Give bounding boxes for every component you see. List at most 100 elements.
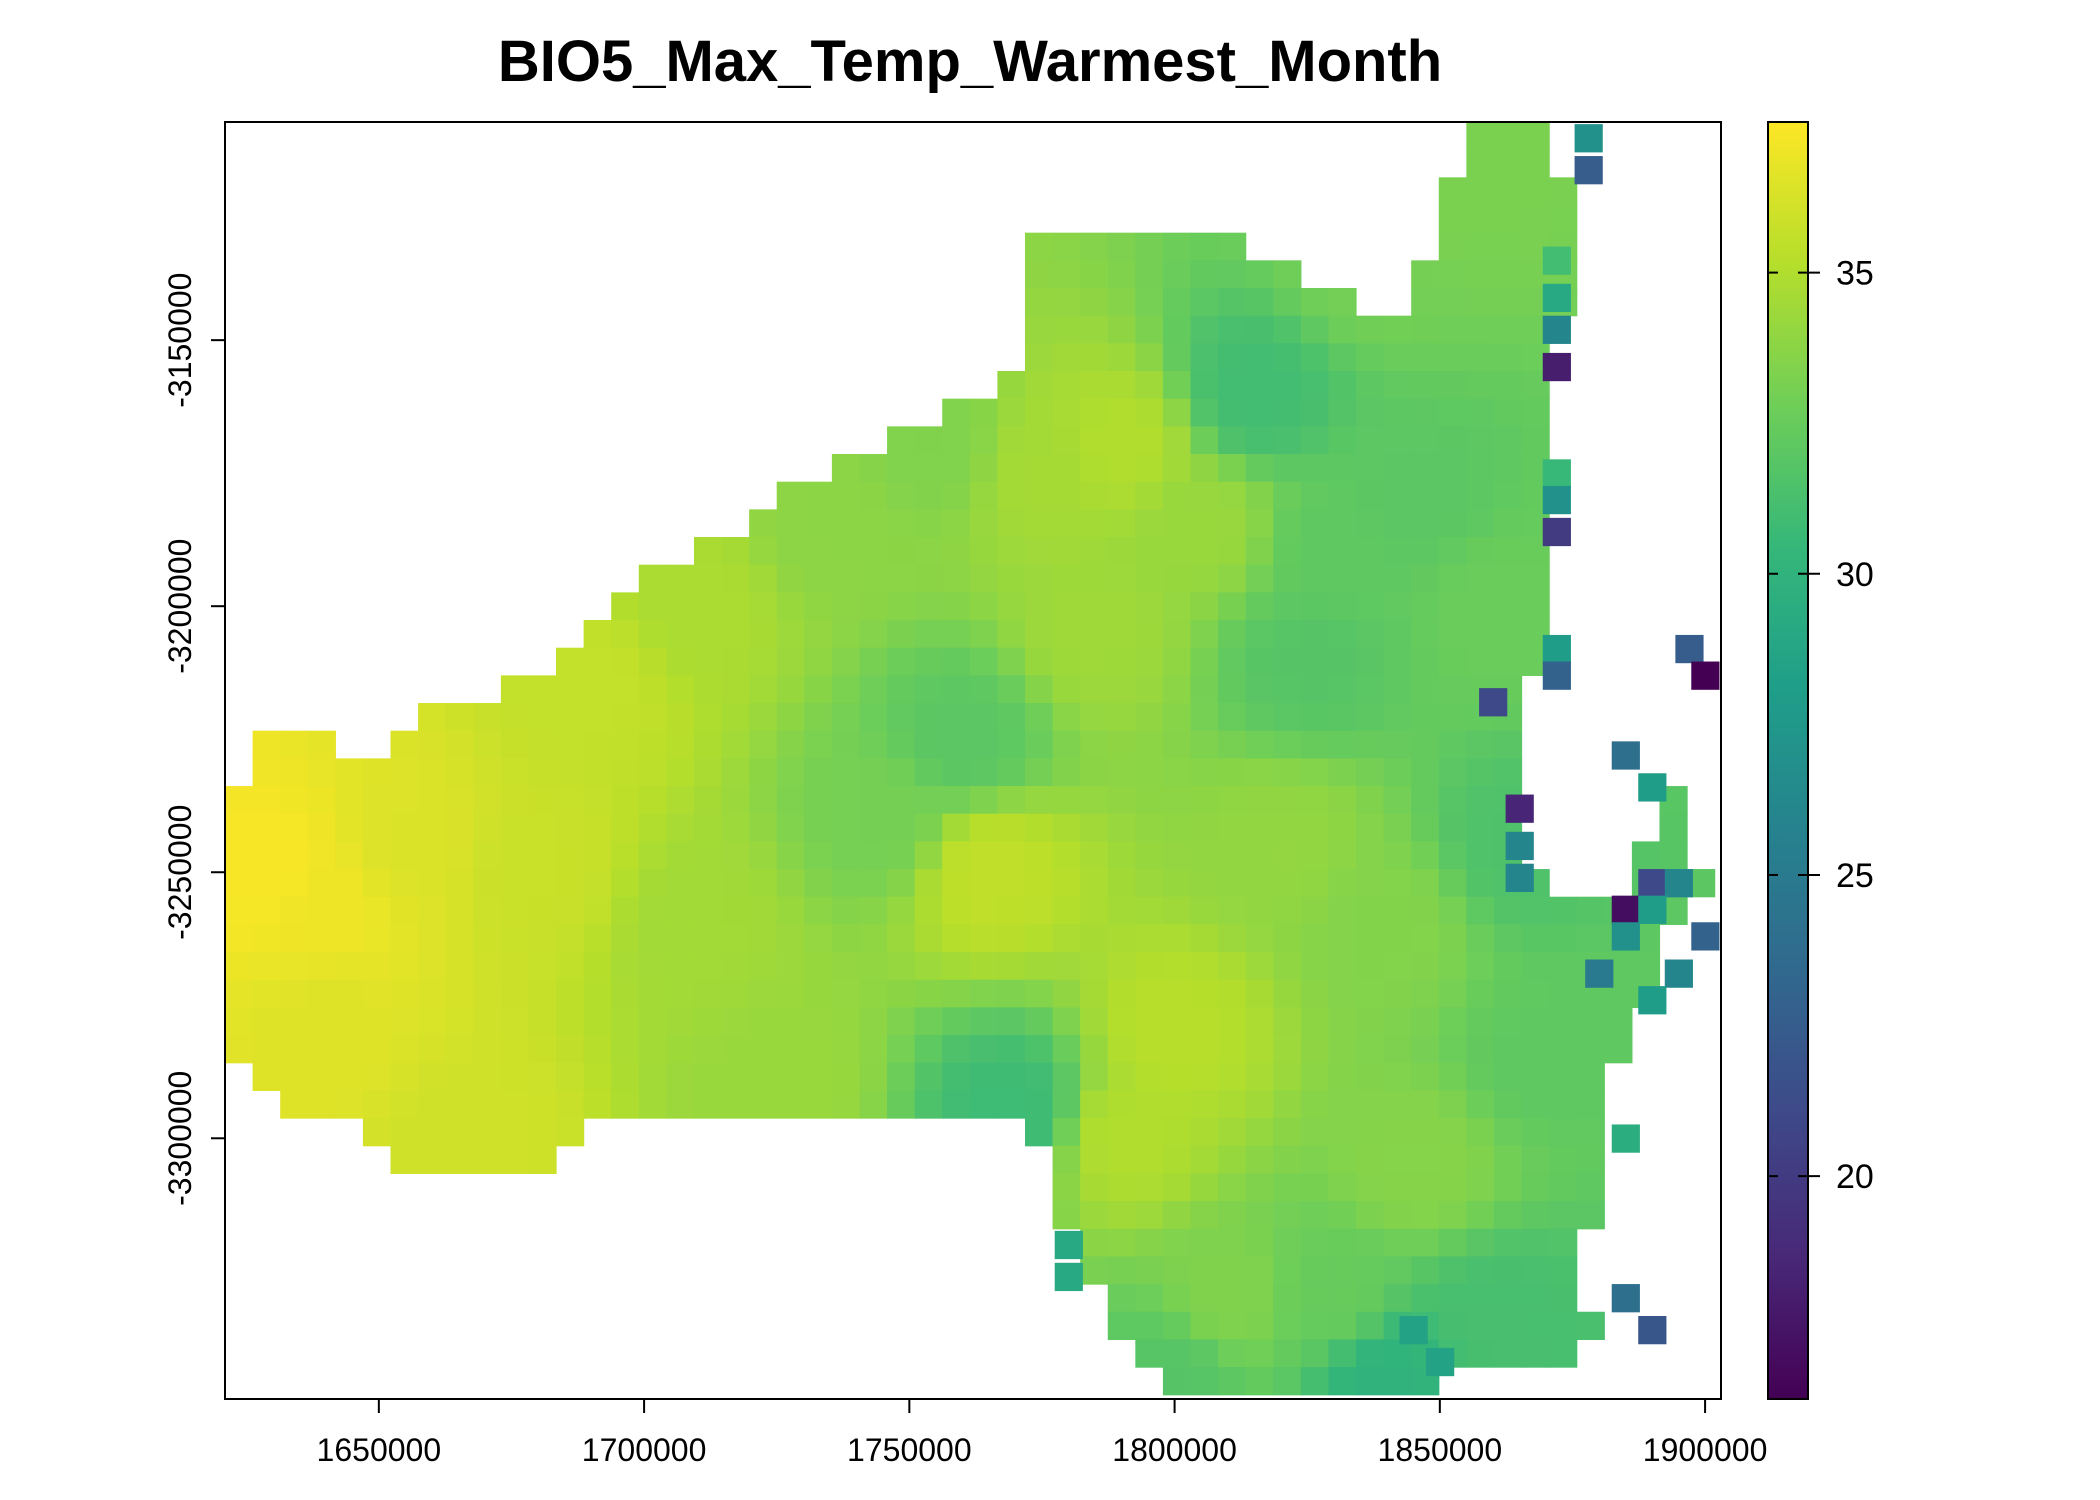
- raster-cell: [1383, 841, 1412, 870]
- raster-cell-outlier: [1542, 634, 1571, 664]
- raster-cell: [1383, 315, 1412, 344]
- colorbar-gradient: [1767, 121, 1809, 1400]
- raster-cell: [1162, 1367, 1192, 1396]
- raster-cell: [859, 564, 888, 593]
- raster-cell: [500, 1035, 530, 1064]
- raster-cell: [887, 509, 916, 538]
- raster-cell: [776, 869, 805, 898]
- raster-cell: [804, 758, 833, 787]
- raster-cell: [1052, 343, 1081, 372]
- raster-cell: [804, 979, 833, 1008]
- raster-cell: [1162, 730, 1192, 759]
- raster-cell: [1218, 786, 1247, 815]
- raster-cell: [1052, 1118, 1081, 1147]
- raster-cell: [997, 869, 1026, 898]
- raster-cells: [225, 122, 1720, 1396]
- raster-cell: [1024, 426, 1054, 455]
- raster-cell: [307, 1035, 336, 1064]
- raster-cell: [1328, 952, 1357, 981]
- raster-cell: [1218, 1367, 1247, 1396]
- raster-cell: [804, 841, 833, 870]
- raster-cell: [1135, 398, 1164, 427]
- raster-cell: [473, 1145, 502, 1174]
- raster-cell: [638, 564, 667, 593]
- raster-cell: [914, 758, 943, 787]
- raster-cell: [1052, 979, 1081, 1008]
- raster-cell: [1080, 1201, 1109, 1230]
- raster-cell: [721, 675, 750, 704]
- raster-cell: [556, 1007, 585, 1036]
- raster-cell: [418, 896, 447, 925]
- raster-cell: [1273, 1367, 1302, 1396]
- raster-cell-outlier: [1585, 959, 1614, 988]
- raster-cell: [1024, 592, 1054, 621]
- raster-cell: [1300, 509, 1330, 538]
- raster-cell: [1383, 371, 1412, 400]
- raster-cell: [1383, 979, 1412, 1008]
- raster-cell: [280, 952, 309, 981]
- raster-cell: [556, 952, 585, 981]
- raster-cell: [1356, 841, 1385, 870]
- raster-cell: [1466, 730, 1495, 759]
- raster-cell: [1135, 454, 1164, 483]
- raster-cell: [776, 786, 805, 815]
- raster-cell: [804, 730, 833, 759]
- raster-cell: [1273, 564, 1302, 593]
- raster-cell: [804, 1035, 833, 1064]
- raster-cell: [638, 841, 667, 870]
- raster-cell: [1466, 481, 1495, 510]
- raster-cell: [1383, 426, 1412, 455]
- raster-cell: [1024, 841, 1054, 870]
- raster-cell: [997, 1090, 1026, 1119]
- raster-cell: [859, 647, 888, 676]
- raster-cell: [1080, 1173, 1109, 1202]
- raster-cell: [1245, 1256, 1274, 1285]
- raster-cell: [1466, 620, 1495, 649]
- raster-cell: [859, 454, 888, 483]
- raster-cell: [1549, 177, 1578, 206]
- raster-cell: [1300, 924, 1330, 953]
- raster-cell: [1356, 426, 1385, 455]
- raster-cell: [307, 813, 336, 842]
- raster-cell: [556, 1035, 585, 1064]
- raster-cell: [1356, 620, 1385, 649]
- raster-cell: [1438, 1145, 1467, 1174]
- raster-cell: [942, 620, 971, 649]
- raster-cell: [887, 813, 916, 842]
- raster-cell: [1218, 952, 1247, 981]
- raster-cell: [280, 1062, 309, 1091]
- raster-cell: [500, 813, 530, 842]
- raster-cell: [1356, 371, 1385, 400]
- raster-cell: [1549, 1256, 1578, 1285]
- raster-cell: [969, 481, 999, 510]
- raster-cell: [1107, 1311, 1136, 1341]
- raster-cell: [831, 481, 861, 510]
- raster-cell: [1300, 1145, 1330, 1174]
- raster-cell: [776, 1062, 805, 1091]
- raster-cell: [859, 1035, 888, 1064]
- raster-cell: [914, 1007, 943, 1036]
- raster-cell: [1080, 1145, 1109, 1174]
- raster-cell: [335, 924, 364, 953]
- raster-cell: [1576, 896, 1605, 925]
- raster-cell: [1162, 288, 1192, 317]
- raster-cell: [1438, 288, 1467, 317]
- raster-cell: [1521, 1118, 1550, 1147]
- raster-cell: [1107, 620, 1136, 649]
- raster-cell: [252, 841, 281, 870]
- raster-cell: [445, 1118, 474, 1147]
- raster-cell: [1521, 177, 1550, 206]
- raster-cell: [1107, 315, 1136, 344]
- raster-cell-outlier: [1479, 688, 1508, 717]
- raster-cell: [1107, 1062, 1136, 1091]
- raster-cell: [1218, 1090, 1247, 1119]
- raster-cell: [611, 592, 640, 621]
- raster-cell: [1356, 1311, 1385, 1341]
- raster-cell: [1107, 232, 1136, 261]
- raster-cell: [1024, 232, 1054, 261]
- raster-cell: [1576, 1145, 1605, 1174]
- raster-cell: [666, 564, 695, 593]
- raster-cell: [749, 896, 778, 925]
- raster-cell: [1466, 371, 1495, 400]
- raster-cell: [500, 924, 530, 953]
